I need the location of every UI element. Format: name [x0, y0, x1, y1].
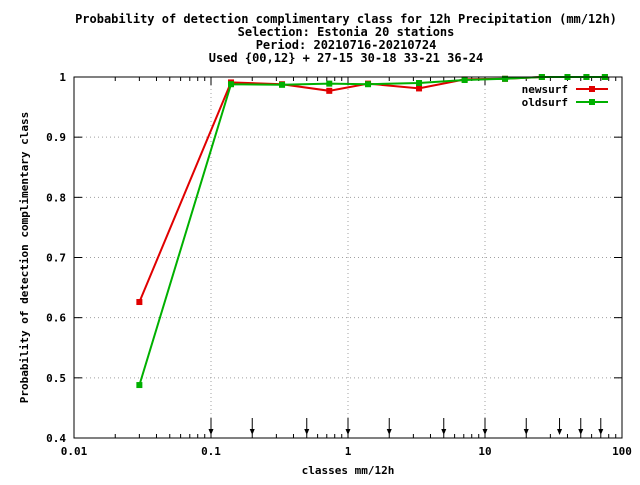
data-point-oldsurf [136, 382, 143, 389]
data-point-newsurf [136, 299, 143, 306]
y-tick-label: 0.9 [46, 131, 66, 144]
class-marker-arrowhead [441, 429, 447, 435]
data-point-newsurf [416, 85, 423, 92]
data-point-newsurf [326, 87, 333, 94]
data-point-oldsurf [502, 75, 509, 82]
title-line-2: Selection: Estonia 20 stations [238, 25, 455, 39]
data-point-oldsurf [416, 80, 423, 87]
legend-label-newsurf: newsurf [522, 83, 568, 96]
plot-frame [73, 76, 623, 439]
x-tick-label: 0.1 [201, 445, 221, 458]
class-marker-arrowhead [249, 429, 255, 435]
legend-marker-newsurf [589, 86, 595, 92]
legend-marker-oldsurf [589, 99, 595, 105]
x-tick-label: 10 [478, 445, 491, 458]
class-marker-arrowhead [345, 429, 351, 435]
data-point-oldsurf [326, 80, 333, 87]
data-point-oldsurf [279, 81, 286, 88]
y-tick-label: 0.8 [46, 191, 66, 204]
class-markers [208, 418, 604, 435]
class-marker-arrowhead [208, 429, 214, 435]
axis-ticks: 0.01 0.1 1 10 100 0.4 0.5 0.6 0.7 0.8 0.9 1 [46, 71, 632, 458]
data-point-oldsurf [365, 81, 372, 88]
class-marker-arrowhead [598, 429, 604, 435]
x-tick-label: 0.01 [61, 445, 88, 458]
class-marker-arrowhead [304, 429, 310, 435]
grid-lines [74, 77, 622, 438]
class-marker-arrowhead [523, 429, 529, 435]
series-line-newsurf [138, 76, 605, 303]
legend-label-oldsurf: oldsurf [522, 96, 568, 109]
data-point-oldsurf [228, 81, 235, 88]
series-layer [136, 74, 608, 389]
y-tick-label: 0.4 [46, 432, 66, 445]
title-line-4: Used {00,12} + 27-15 30-18 33-21 36-24 [209, 51, 484, 65]
chart-title: Probability of detection complimentary c… [75, 12, 617, 65]
y-tick-label: 0.7 [46, 252, 66, 265]
title-line-1: Probability of detection complimentary c… [75, 12, 617, 26]
x-axis-label: classes mm/12h [302, 464, 395, 477]
title-line-3: Period: 20210716-20210724 [256, 38, 437, 52]
series-line-oldsurf [138, 76, 605, 386]
x-tick-label: 100 [612, 445, 632, 458]
y-tick-label: 0.5 [46, 372, 66, 385]
class-marker-arrowhead [386, 429, 392, 435]
y-axis-label: Probability of detection complimentary c… [18, 112, 31, 403]
y-tick-label: 1 [59, 71, 66, 84]
class-marker-arrowhead [482, 429, 488, 435]
class-marker-arrowhead [557, 429, 563, 435]
data-point-oldsurf [461, 77, 468, 84]
x-tick-label: 1 [345, 445, 352, 458]
class-marker-arrowhead [578, 429, 584, 435]
y-tick-label: 0.6 [46, 312, 66, 325]
